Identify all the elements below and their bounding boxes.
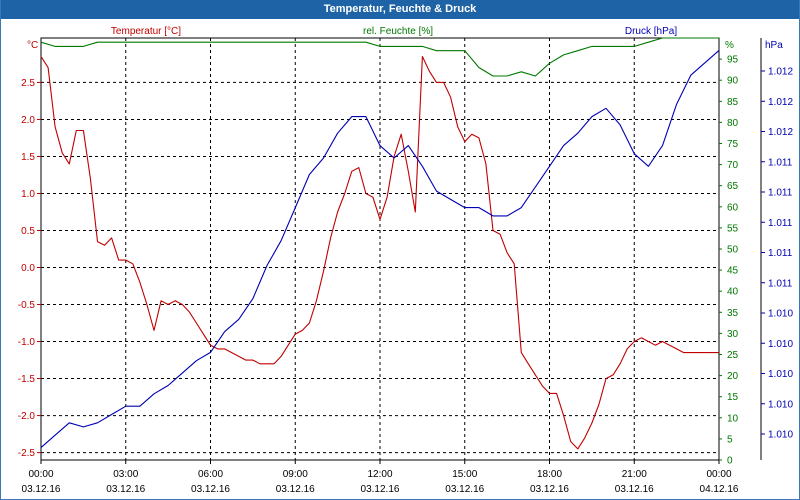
pressure-tick-label: 1.012 bbox=[768, 127, 793, 138]
humidity-tick-label: 5 bbox=[727, 434, 733, 445]
temperature-tick-label: -1.0 bbox=[18, 337, 36, 348]
humidity-tick-label: 70 bbox=[727, 160, 739, 171]
temperature-tick-label: -2.5 bbox=[18, 448, 36, 459]
x-tick-date: 03.12.16 bbox=[615, 484, 654, 495]
pressure-tick-label: 1.012 bbox=[768, 67, 793, 78]
pressure-tick-label: 1.011 bbox=[768, 188, 793, 199]
humidity-tick-label: 15 bbox=[727, 392, 739, 403]
temperature-axis-label: Temperatur [°C] bbox=[111, 26, 181, 37]
pressure-tick-label: 1.010 bbox=[768, 430, 793, 441]
x-tick-time: 21:00 bbox=[622, 469, 647, 480]
series-lines bbox=[40, 37, 720, 450]
humidity-tick-label: 85 bbox=[727, 97, 739, 108]
pressure-tick-label: 1.010 bbox=[768, 339, 793, 350]
humidity-tick-label: 65 bbox=[727, 181, 739, 192]
x-tick-time: 03:00 bbox=[113, 469, 138, 480]
x-tick-time: 09:00 bbox=[283, 469, 308, 480]
temperature-series-line bbox=[40, 55, 719, 450]
tick-labels: 00:00 03.12.16 03:00 03.12.16 06:00 03.12.16 0… bbox=[18, 55, 794, 495]
x-tick-time: 12:00 bbox=[367, 469, 392, 480]
humidity-tick-label: 90 bbox=[727, 76, 739, 87]
pressure-tick-label: 1.010 bbox=[768, 309, 793, 320]
humidity-tick-label: 30 bbox=[727, 329, 739, 340]
humidity-tick-label: 0 bbox=[727, 456, 733, 467]
temperature-tick-label: -0.5 bbox=[18, 300, 36, 311]
humidity-unit-label: % bbox=[725, 40, 734, 51]
pressure-series-line bbox=[40, 49, 720, 449]
pressure-tick-label: 1.010 bbox=[768, 399, 793, 410]
humidity-tick-label: 45 bbox=[727, 266, 739, 277]
humidity-tick-label: 10 bbox=[727, 413, 739, 424]
x-tick-date: 03.12.16 bbox=[361, 484, 400, 495]
x-tick-time: 15:00 bbox=[452, 469, 477, 480]
humidity-tick-label: 40 bbox=[727, 287, 739, 298]
pressure-tick-label: 1.012 bbox=[768, 97, 793, 108]
x-tick-date: 03.12.16 bbox=[445, 484, 484, 495]
x-tick-date: 03.12.16 bbox=[276, 484, 315, 495]
humidity-series-line bbox=[40, 37, 719, 77]
x-tick-date: 04.12.16 bbox=[700, 484, 739, 495]
x-tick-date: 03.12.16 bbox=[106, 484, 145, 495]
x-tick-time: 00:00 bbox=[28, 469, 53, 480]
pressure-axis-label: Druck [hPa] bbox=[625, 26, 677, 37]
pressure-tick-label: 1.011 bbox=[768, 157, 793, 168]
x-tick-time: 06:00 bbox=[198, 469, 223, 480]
temperature-tick-label: 1.5 bbox=[21, 152, 35, 163]
pressure-tick-label: 1.010 bbox=[768, 369, 793, 380]
temperature-tick-label: 1.0 bbox=[21, 189, 35, 200]
x-tick-date: 03.12.16 bbox=[191, 484, 230, 495]
humidity-tick-label: 60 bbox=[727, 202, 739, 213]
humidity-tick-label: 35 bbox=[727, 308, 739, 319]
humidity-tick-label: 50 bbox=[727, 245, 739, 256]
pressure-tick-label: 1.011 bbox=[768, 218, 793, 229]
x-tick-time: 18:00 bbox=[537, 469, 562, 480]
temperature-tick-label: -2.0 bbox=[18, 411, 36, 422]
humidity-tick-label: 75 bbox=[727, 139, 739, 150]
pressure-tick-label: 1.011 bbox=[768, 248, 793, 259]
window-title: Temperatur, Feuchte & Druck bbox=[1, 0, 799, 19]
x-tick-time: 00:00 bbox=[706, 469, 731, 480]
pressure-unit-label: hPa bbox=[765, 40, 783, 51]
x-tick-date: 03.12.16 bbox=[530, 484, 569, 495]
temperature-tick-label: 2.0 bbox=[21, 115, 35, 126]
temperature-tick-label: -1.5 bbox=[18, 374, 36, 385]
humidity-axis-label: rel. Feuchte [%] bbox=[363, 26, 433, 37]
humidity-tick-label: 25 bbox=[727, 350, 739, 361]
temperature-tick-label: 2.5 bbox=[21, 78, 35, 89]
humidity-tick-label: 55 bbox=[727, 223, 739, 234]
grid-lines bbox=[37, 38, 765, 464]
humidity-tick-label: 20 bbox=[727, 371, 739, 382]
humidity-tick-label: 95 bbox=[727, 55, 739, 66]
temperature-unit-label: °C bbox=[27, 40, 38, 51]
humidity-tick-label: 80 bbox=[727, 118, 739, 129]
x-tick-date: 03.12.16 bbox=[22, 484, 61, 495]
temperature-tick-label: 0.0 bbox=[21, 263, 35, 274]
pressure-tick-label: 1.011 bbox=[768, 278, 793, 289]
temperature-tick-label: 0.5 bbox=[21, 226, 35, 237]
